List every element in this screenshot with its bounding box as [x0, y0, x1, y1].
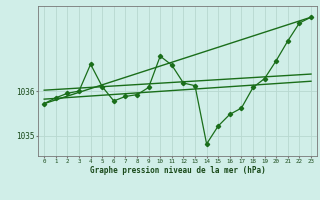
X-axis label: Graphe pression niveau de la mer (hPa): Graphe pression niveau de la mer (hPa) [90, 166, 266, 175]
